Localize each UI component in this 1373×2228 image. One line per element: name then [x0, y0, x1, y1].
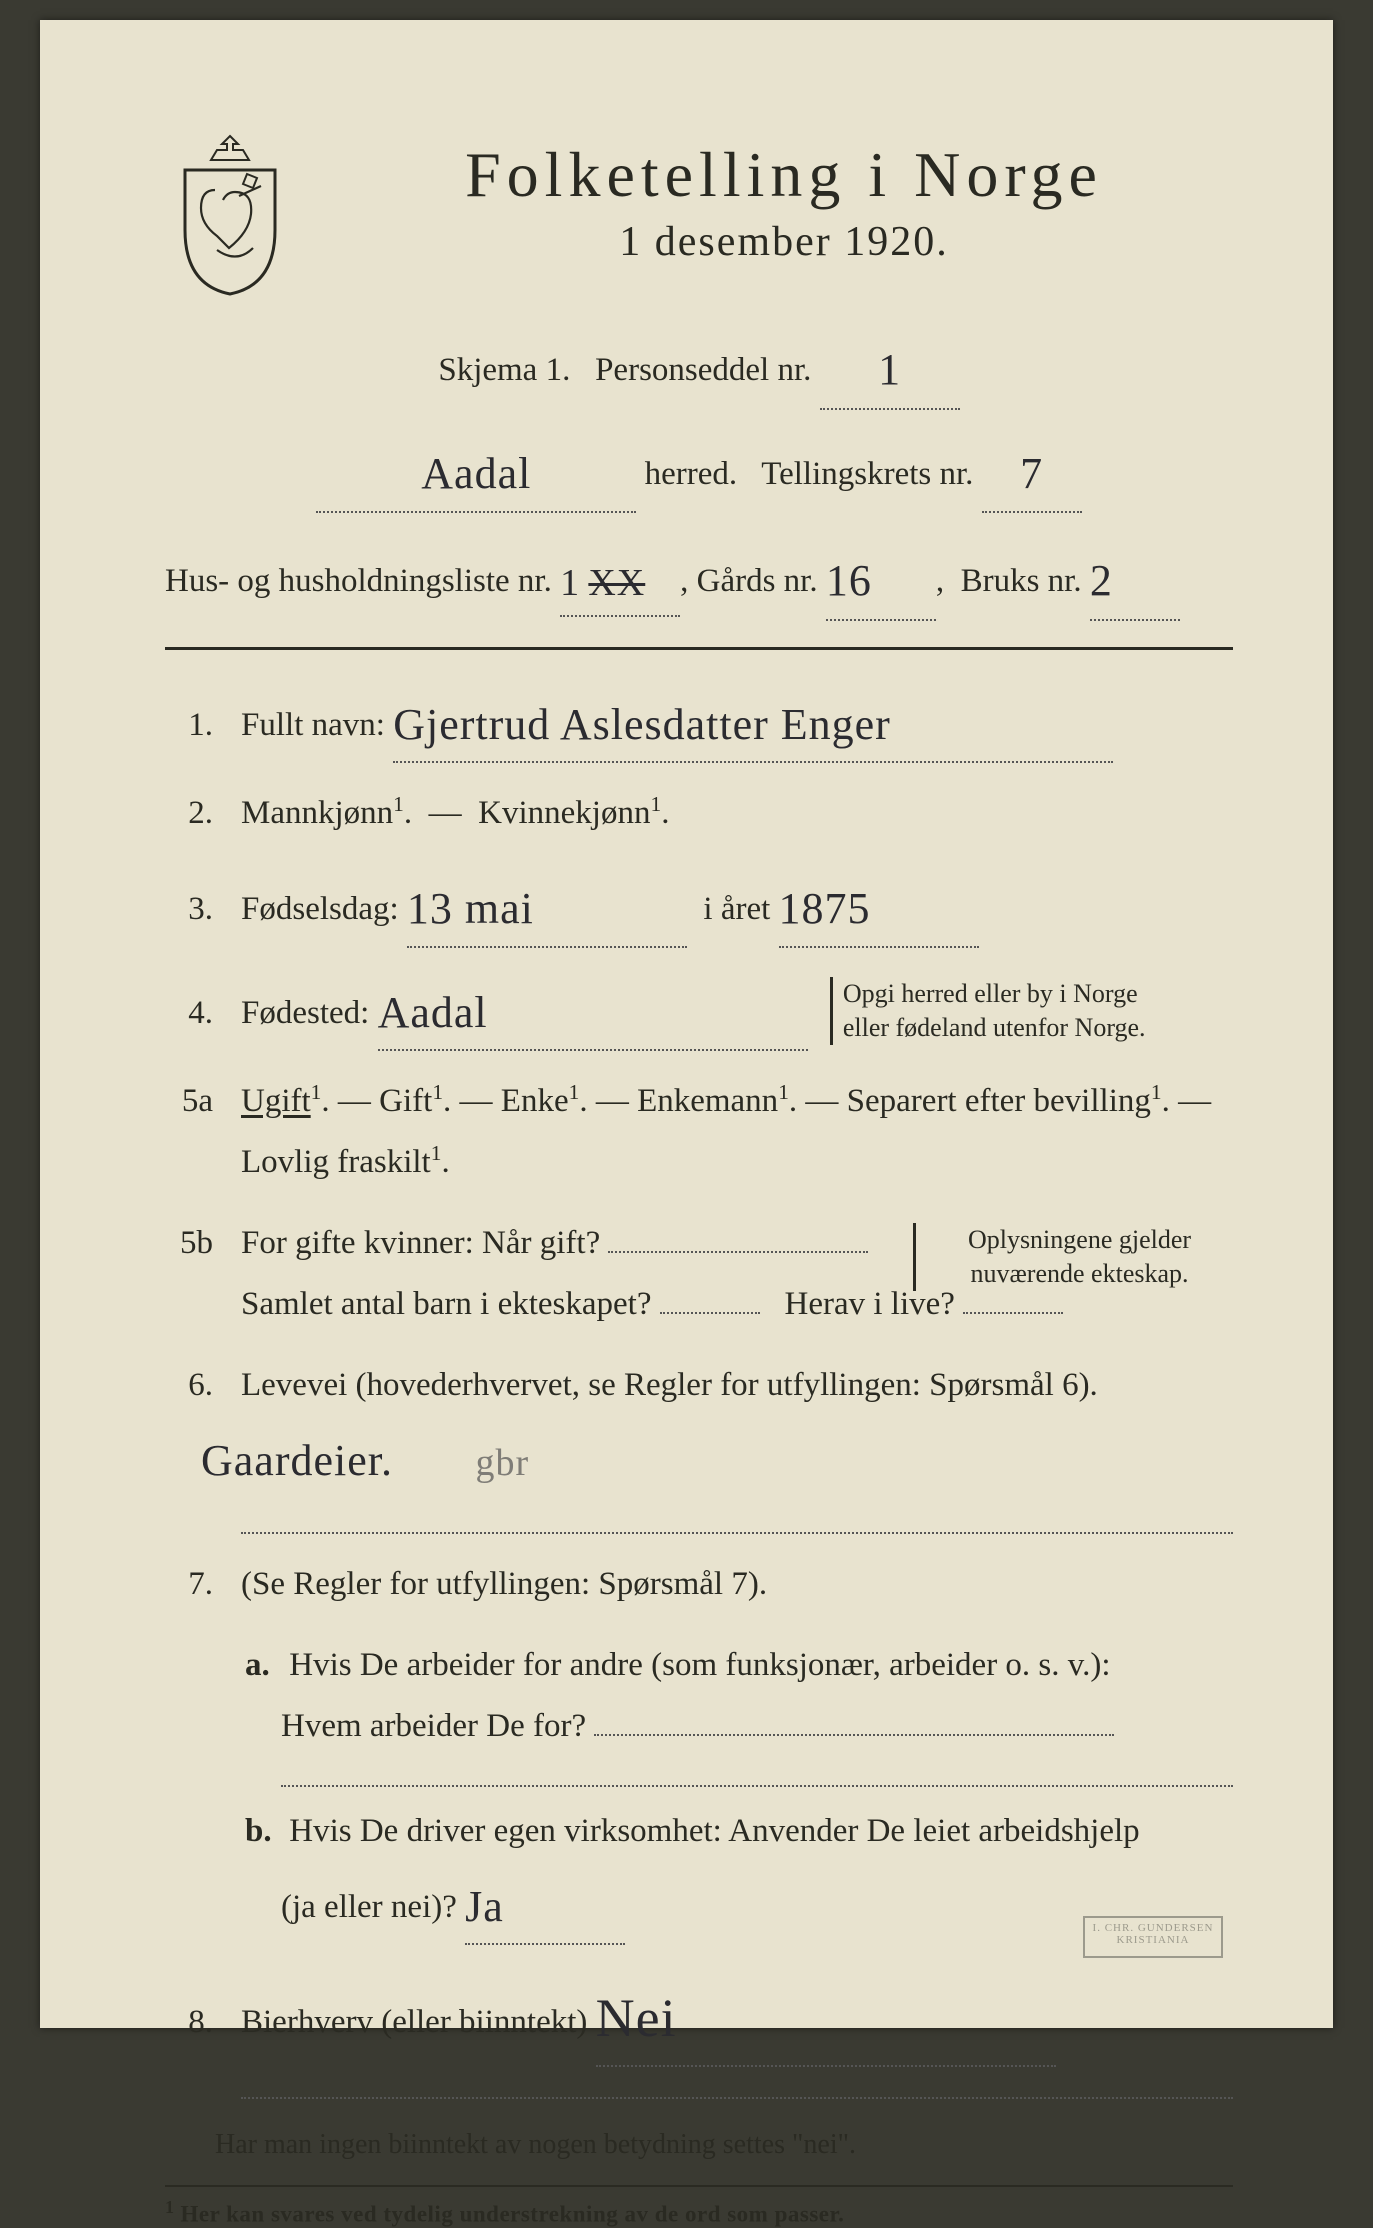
footnote: 1Her kan svares ved tydelig understrekni…	[165, 2185, 1233, 2228]
header: Folketelling i Norge 1 desember 1920.	[165, 130, 1233, 300]
husliste-nr: 1	[560, 562, 580, 604]
skjema-label-b: Personseddel nr.	[595, 352, 811, 388]
q4: 4. Fødested: Aadal Opgi herred eller by …	[165, 968, 1233, 1051]
q2-num: 2.	[165, 795, 213, 832]
q4-value: Aadal	[378, 988, 488, 1037]
main-title: Folketelling i Norge	[335, 138, 1233, 212]
q1: 1. Fullt navn: Gjertrud Aslesdatter Enge…	[165, 680, 1233, 763]
q5a-fraskilt: Lovlig fraskilt	[241, 1144, 431, 1180]
krets-label: Tellingskrets nr.	[761, 456, 973, 492]
coat-of-arms-icon	[165, 130, 295, 300]
q7b-text: Hvis De driver egen virksomhet: Anvender…	[289, 1813, 1139, 1849]
gards-label: Gårds nr.	[697, 563, 818, 599]
divider-1	[165, 647, 1233, 650]
q5a-separert: Separert efter bevilling	[847, 1083, 1151, 1119]
q5b-c: Herav i live?	[785, 1286, 955, 1322]
q6-value: Gaardeier.	[201, 1436, 393, 1485]
q1-label: Fullt navn:	[241, 707, 385, 743]
q3-year: 1875	[779, 884, 871, 933]
q4-num: 4.	[165, 995, 213, 1032]
krets-nr: 7	[1020, 449, 1043, 498]
q7b-value: Ja	[465, 1882, 504, 1931]
gards-nr: 16	[826, 556, 872, 605]
q7-label: (Se Regler for utfyllingen: Spørsmål 7).	[241, 1566, 767, 1602]
q6-label: Levevei (hovederhvervet, se Regler for u…	[241, 1367, 1098, 1403]
q3: 3. Fødselsdag: 13 mai i året 1875	[165, 864, 1233, 947]
census-form-page: Folketelling i Norge 1 desember 1920. Sk…	[40, 20, 1333, 2028]
q3-mid: i året	[703, 891, 770, 927]
q3-day: 13 mai	[407, 884, 534, 933]
q5b: 5b For gifte kvinner: Når gift? Oplysnin…	[165, 1213, 1233, 1335]
q2-mann: Mannkjønn	[241, 795, 393, 831]
q7: 7. (Se Regler for utfyllingen: Spørsmål …	[165, 1554, 1233, 1615]
q1-num: 1.	[165, 707, 213, 744]
q8-num: 8.	[165, 2004, 213, 2041]
q6: 6. Levevei (hovederhvervet, se Regler fo…	[165, 1355, 1233, 1533]
q7a-text: Hvis De arbeider for andre (som funksjon…	[289, 1647, 1110, 1683]
husliste-label: Hus- og husholdningsliste nr.	[165, 563, 552, 599]
husliste-nr-struck: XX	[588, 562, 645, 604]
skjema-label-a: Skjema 1.	[438, 352, 570, 388]
q5a-enkemann: Enkemann	[637, 1083, 778, 1119]
title-block: Folketelling i Norge 1 desember 1920.	[335, 130, 1233, 266]
q5b-num: 5b	[165, 1225, 213, 1262]
herred-label: herred.	[645, 456, 738, 492]
q7-num: 7.	[165, 1566, 213, 1603]
q7a: a. Hvis De arbeider for andre (som funks…	[245, 1635, 1233, 1787]
q7a-text2: Hvem arbeider De for?	[281, 1708, 586, 1744]
footnote-text: Her kan svares ved tydelig understreknin…	[181, 2202, 845, 2227]
q8-label: Bierhverv (eller biinntekt)	[241, 2004, 587, 2040]
subtitle: 1 desember 1920.	[335, 218, 1233, 266]
q2-kvinne: Kvinnekjønn	[478, 795, 650, 831]
skjema-line: Skjema 1. Personseddel nr. 1	[165, 324, 1233, 410]
q6-value2: gbr	[476, 1442, 530, 1484]
q6-num: 6.	[165, 1367, 213, 1404]
herred-line: Aadal herred. Tellingskrets nr. 7	[165, 428, 1233, 514]
printer-stamp: I. CHR. GUNDERSEN KRISTIANIA	[1083, 1916, 1223, 1958]
q8: 8. Bierhverv (eller biinntekt) Nei	[165, 1965, 1233, 2099]
q3-label: Fødselsdag:	[241, 891, 399, 927]
herred-name: Aadal	[421, 449, 531, 498]
bruks-label: Bruks nr.	[961, 563, 1082, 599]
hus-line: Hus- og husholdningsliste nr. 1 XX , Går…	[165, 535, 1233, 621]
q4-label: Fødested:	[241, 995, 369, 1031]
q1-value: Gjertrud Aslesdatter Enger	[393, 700, 891, 749]
q2: 2. Mannkjønn1. — Kvinnekjønn1.	[165, 783, 1233, 844]
q5a-gift: Gift	[379, 1083, 432, 1119]
personseddel-nr: 1	[878, 345, 901, 394]
q5a-num: 5a	[165, 1083, 213, 1120]
nei-note: Har man ingen biinntekt av nogen betydni…	[215, 2129, 1233, 2161]
q5a-enke: Enke	[501, 1083, 569, 1119]
q5a: 5a Ugift1. — Gift1. — Enke1. — Enkemann1…	[165, 1071, 1233, 1193]
q5b-a: For gifte kvinner: Når gift?	[241, 1225, 600, 1261]
bruks-nr: 2	[1090, 556, 1113, 605]
q4-note: Opgi herred eller by i Norge eller fødel…	[830, 977, 1150, 1045]
q5b-note: Oplysningene gjelder nuværende ekteskap.	[913, 1223, 1233, 1291]
q5b-b: Samlet antal barn i ekteskapet?	[241, 1286, 652, 1322]
q8-value: Nei	[596, 1988, 677, 2048]
q3-num: 3.	[165, 891, 213, 928]
q5a-ugift: Ugift	[241, 1083, 311, 1119]
q7b-text2: (ja eller nei)?	[281, 1889, 457, 1925]
